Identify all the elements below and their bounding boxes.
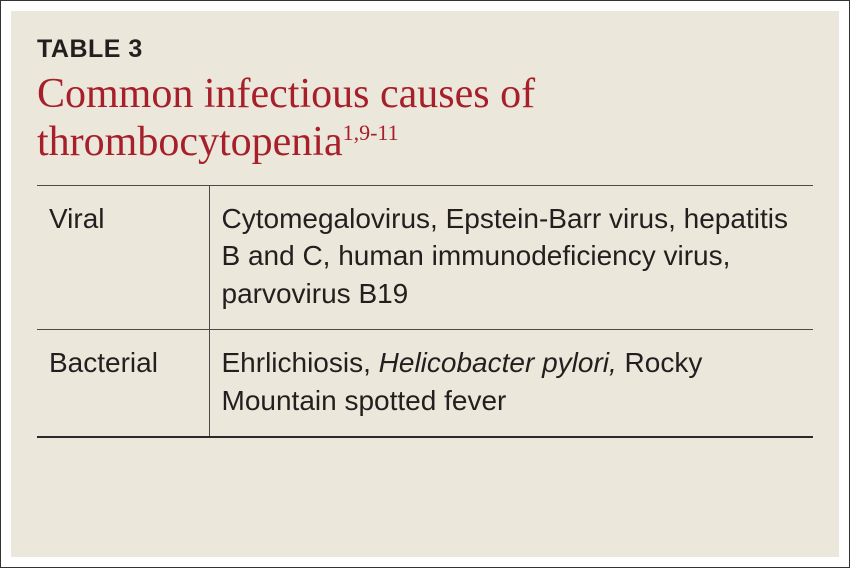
table-title-superscript: 1,9-11: [343, 120, 399, 145]
bacterial-pre: Ehrlichiosis,: [222, 347, 379, 378]
causes-table: Viral Cytomegalovirus, Epstein-Barr viru…: [37, 185, 813, 438]
causes-cell-bacterial: Ehrlichiosis, Helicobacter pylori, Rocky…: [209, 329, 813, 436]
category-cell-viral: Viral: [37, 185, 209, 329]
table-number-label: TABLE 3: [37, 35, 813, 64]
category-cell-bacterial: Bacterial: [37, 329, 209, 436]
table-title-text: Common infectious causes of thrombocytop…: [37, 71, 535, 165]
bacterial-italic: Helicobacter pylori,: [379, 347, 617, 378]
table-row: Viral Cytomegalovirus, Epstein-Barr viru…: [37, 185, 813, 329]
causes-cell-viral: Cytomegalovirus, Epstein-Barr virus, hep…: [209, 185, 813, 329]
table-panel: TABLE 3 Common infectious causes of thro…: [11, 11, 839, 557]
table-row: Bacterial Ehrlichiosis, Helicobacter pyl…: [37, 329, 813, 436]
table-title: Common infectious causes of thrombocytop…: [37, 70, 813, 167]
figure-frame: TABLE 3 Common infectious causes of thro…: [0, 0, 850, 568]
